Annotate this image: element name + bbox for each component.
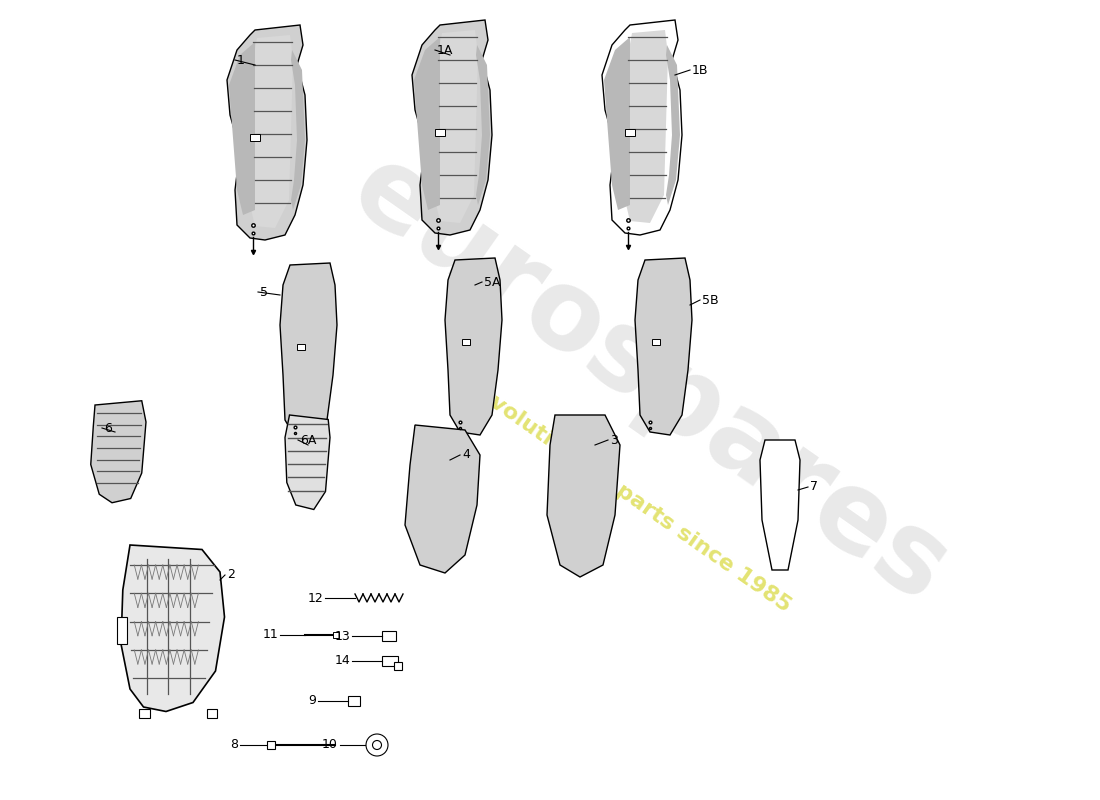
Text: 12: 12 [307, 591, 323, 605]
Text: 6A: 6A [300, 434, 317, 446]
Bar [462, 339, 470, 345]
Text: 1B: 1B [692, 63, 708, 77]
Polygon shape [446, 258, 502, 435]
Bar [250, 134, 260, 141]
Polygon shape [434, 30, 478, 223]
Text: 1: 1 [236, 54, 245, 66]
Polygon shape [602, 20, 682, 235]
Polygon shape [250, 35, 293, 228]
Polygon shape [292, 50, 305, 210]
Bar [333, 632, 339, 638]
Bar [139, 709, 150, 718]
Text: 13: 13 [334, 630, 350, 642]
Circle shape [373, 741, 382, 750]
Text: 5B: 5B [702, 294, 718, 306]
Polygon shape [412, 20, 492, 235]
Text: 10: 10 [322, 738, 338, 751]
Text: 5: 5 [260, 286, 268, 298]
Polygon shape [280, 263, 337, 440]
Polygon shape [760, 440, 800, 570]
Text: 2: 2 [227, 569, 235, 582]
Text: 6: 6 [104, 422, 112, 434]
Bar [434, 129, 446, 136]
Polygon shape [405, 425, 480, 573]
Polygon shape [227, 25, 307, 240]
Polygon shape [666, 45, 680, 205]
Bar [382, 631, 396, 641]
Text: 9: 9 [308, 694, 316, 707]
Polygon shape [635, 258, 692, 435]
Polygon shape [547, 415, 620, 577]
Text: 11: 11 [262, 629, 278, 642]
Bar [207, 709, 218, 718]
Text: 1A: 1A [437, 43, 453, 57]
Bar [382, 656, 398, 666]
Text: 5A: 5A [484, 275, 500, 289]
Bar [625, 129, 635, 136]
Text: 4: 4 [462, 449, 470, 462]
Bar [297, 344, 305, 350]
Bar [652, 339, 660, 345]
Polygon shape [625, 30, 668, 223]
Polygon shape [121, 545, 224, 711]
Polygon shape [90, 401, 146, 502]
Text: 14: 14 [334, 654, 350, 667]
Polygon shape [285, 415, 330, 510]
Bar [267, 741, 275, 749]
Bar [348, 696, 360, 706]
Text: eurospares: eurospares [331, 134, 968, 626]
Text: a revolution for parts since 1985: a revolution for parts since 1985 [446, 364, 794, 616]
Polygon shape [476, 45, 490, 205]
Polygon shape [604, 37, 630, 210]
Text: 7: 7 [810, 481, 818, 494]
Bar [117, 617, 128, 644]
Polygon shape [229, 42, 255, 215]
Polygon shape [414, 37, 440, 210]
Circle shape [366, 734, 388, 756]
Bar [394, 662, 402, 670]
Text: 8: 8 [230, 738, 238, 751]
Text: 3: 3 [610, 434, 618, 446]
